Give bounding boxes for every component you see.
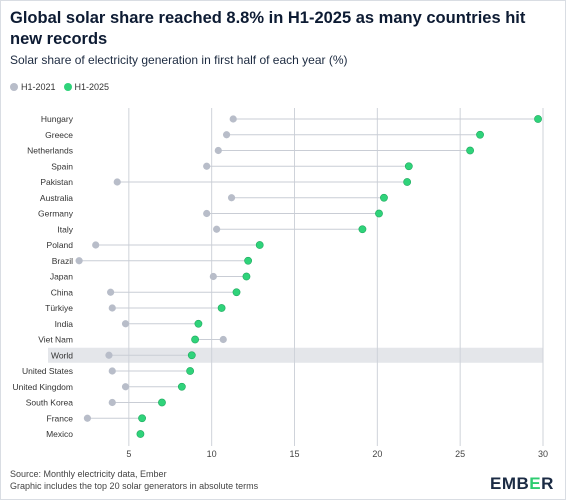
point-h1-2025 [242,272,251,281]
category-label: Netherlands [27,146,73,156]
point-h1-2025 [255,241,264,249]
point-h1-2021 [121,320,130,328]
x-tick-label: 15 [289,449,299,459]
legend-marker-h1-2021 [10,83,18,91]
x-tick-label: 25 [455,449,465,459]
point-h1-2021 [121,383,130,391]
point-h1-2021 [83,414,92,422]
category-label: India [55,319,74,329]
point-h1-2025 [138,414,146,423]
category-label: World [51,350,73,360]
point-h1-2021 [214,146,222,155]
point-h1-2021 [213,225,221,233]
dot-plot-chart: 5 10 15 20 25 30 Hungary Greece Netherlands Spain… [13,108,548,459]
x-tick-label: 10 [207,449,217,459]
point-h1-2025 [358,225,367,234]
category-label: United States [22,366,73,376]
point-h1-2021 [108,304,116,312]
point-h1-2025 [177,382,186,391]
category-label: Viet Nam [38,335,73,345]
point-h1-2025 [191,335,199,344]
point-h1-2025 [466,146,475,155]
x-tick-label: 5 [126,449,131,459]
point-h1-2025 [232,288,241,297]
category-label: Australia [40,193,73,203]
source-note: Source: Monthly electricity data, Ember [10,469,167,479]
point-h1-2021 [108,398,116,407]
category-label: Spain [51,161,73,171]
category-label: Japan [50,272,73,282]
point-h1-2021 [203,209,211,218]
point-h1-2021 [107,288,115,296]
x-tick-label: 30 [538,449,548,459]
point-h1-2021 [203,162,211,170]
category-label: Germany [38,209,74,219]
point-h1-2025 [194,319,203,328]
point-h1-2025 [375,209,383,218]
point-h1-2025 [136,430,145,438]
category-label: Poland [47,240,74,250]
category-label: Hungary [41,114,74,124]
category-label: Mexico [46,429,73,439]
point-h1-2021 [219,335,227,344]
footer: Source: Monthly electricity data, Ember … [10,468,258,492]
highlight-band [48,347,543,363]
point-h1-2021 [229,115,237,123]
ember-logo: EMBER [490,474,554,493]
point-h1-2021 [209,272,217,281]
chart-title: Global solar share reached 8.8% in H1-20… [10,9,526,48]
legend: H1-2021 H1-2025 [10,82,109,92]
point-h1-2021 [108,367,116,375]
point-h1-2025 [187,351,196,360]
category-label: France [47,413,74,423]
category-label: Greece [45,130,73,140]
point-h1-2025 [158,398,166,407]
point-h1-2025 [476,130,484,139]
category-label: Italy [57,224,73,234]
point-h1-2025 [404,162,413,171]
legend-item-h1-2025: H1-2025 [63,82,110,92]
x-tick-label: 20 [372,449,382,459]
point-h1-2021 [222,131,231,139]
category-label: Türkiye [45,303,73,313]
point-h1-2021 [113,178,121,186]
point-h1-2025 [186,367,195,375]
point-h1-2021 [105,351,113,359]
point-h1-2021 [75,257,83,265]
chart-subtitle: Solar share of electricity generation in… [10,53,348,67]
legend-item-h1-2021: H1-2021 [10,82,56,92]
point-h1-2025 [217,304,226,312]
category-label: United Kingdom [13,382,73,392]
point-h1-2021 [227,194,236,202]
point-h1-2021 [92,241,100,249]
coverage-note: Graphic includes the top 20 solar genera… [10,481,259,491]
point-h1-2025 [380,193,388,202]
point-h1-2025 [534,115,542,123]
legend-label-h1-2021: H1-2021 [21,82,56,92]
legend-marker-h1-2025 [63,83,72,91]
point-h1-2025 [244,256,253,265]
category-label: South Korea [26,398,74,408]
category-label: China [51,287,73,297]
legend-label-h1-2025: H1-2025 [74,82,110,92]
category-label: Brazil [52,256,73,266]
category-label: Pakistan [40,177,73,187]
point-h1-2025 [403,178,412,186]
